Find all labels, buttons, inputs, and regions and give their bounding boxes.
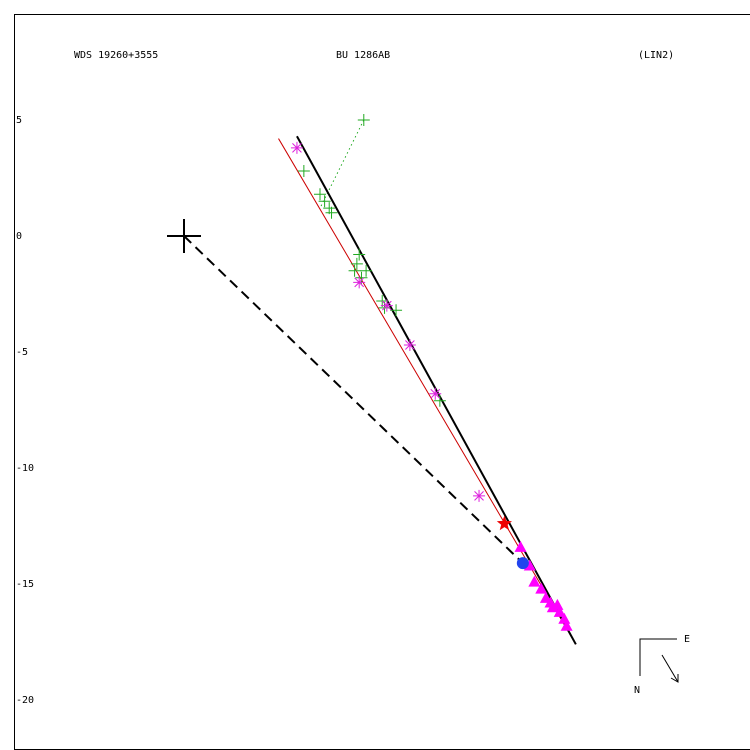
asterisk-observation: [380, 299, 393, 312]
plus-observation: [376, 294, 389, 307]
triangle-observation: [528, 575, 541, 587]
orbit-lines: [183, 119, 577, 645]
asterisk-observation: [403, 339, 416, 352]
asterisk-observation: [290, 141, 303, 154]
black-fitted-orbit-line: [296, 135, 577, 645]
current-position-circle: [516, 557, 529, 570]
compass-axes: [639, 638, 677, 676]
header-orbit-ref: (LIN2): [638, 50, 674, 61]
triangle-observation: [514, 540, 527, 552]
plus-observation: [357, 114, 370, 126]
triangle-observation: [553, 605, 566, 617]
compass-east-label: E: [684, 634, 690, 645]
plus-observation: [355, 271, 368, 284]
asterisk-observation: [429, 387, 442, 400]
triangle-observation: [523, 559, 536, 571]
plus-observation: [313, 188, 326, 201]
y-tick-label: -15: [16, 579, 34, 590]
y-tick-label: -10: [16, 463, 34, 474]
periastron-star-marker: [496, 515, 512, 531]
plus-observation: [323, 202, 336, 215]
asterisk-observation: [353, 276, 366, 289]
header-wds-id: WDS 19260+3555: [74, 50, 158, 61]
triangle-observation: [560, 619, 573, 631]
plus-observation: [353, 248, 366, 261]
y-tick-label: 0: [16, 231, 22, 242]
green-dotted-residual-line: [319, 119, 365, 209]
motion-arrowhead: [670, 674, 679, 683]
header-system-name: BU 1286AB: [336, 50, 390, 61]
plus-observation: [390, 304, 403, 317]
plus-observation: [297, 165, 310, 178]
asterisk-observation: [473, 489, 486, 502]
motion-direction-arrow: [661, 654, 679, 683]
plus-observation: [318, 195, 331, 208]
primary-star-cross: [167, 219, 201, 253]
plus-observation: [350, 257, 363, 270]
compass-north-label: N: [634, 685, 640, 696]
compass-indicator: E N: [634, 634, 690, 696]
plus-observation: [360, 264, 373, 277]
triangle-observation: [535, 582, 548, 594]
y-axis-tick-labels: 5 0 -5 -10 -15 -20: [16, 115, 34, 706]
y-tick-label: -20: [16, 695, 34, 706]
plus-observation: [433, 394, 446, 407]
observation-marks: [167, 114, 573, 631]
dashed-line-of-nodes: [183, 235, 524, 564]
plus-observation: [348, 264, 361, 277]
y-tick-label: 5: [16, 115, 22, 126]
plus-observation: [325, 206, 338, 219]
y-tick-label: -5: [16, 347, 28, 358]
